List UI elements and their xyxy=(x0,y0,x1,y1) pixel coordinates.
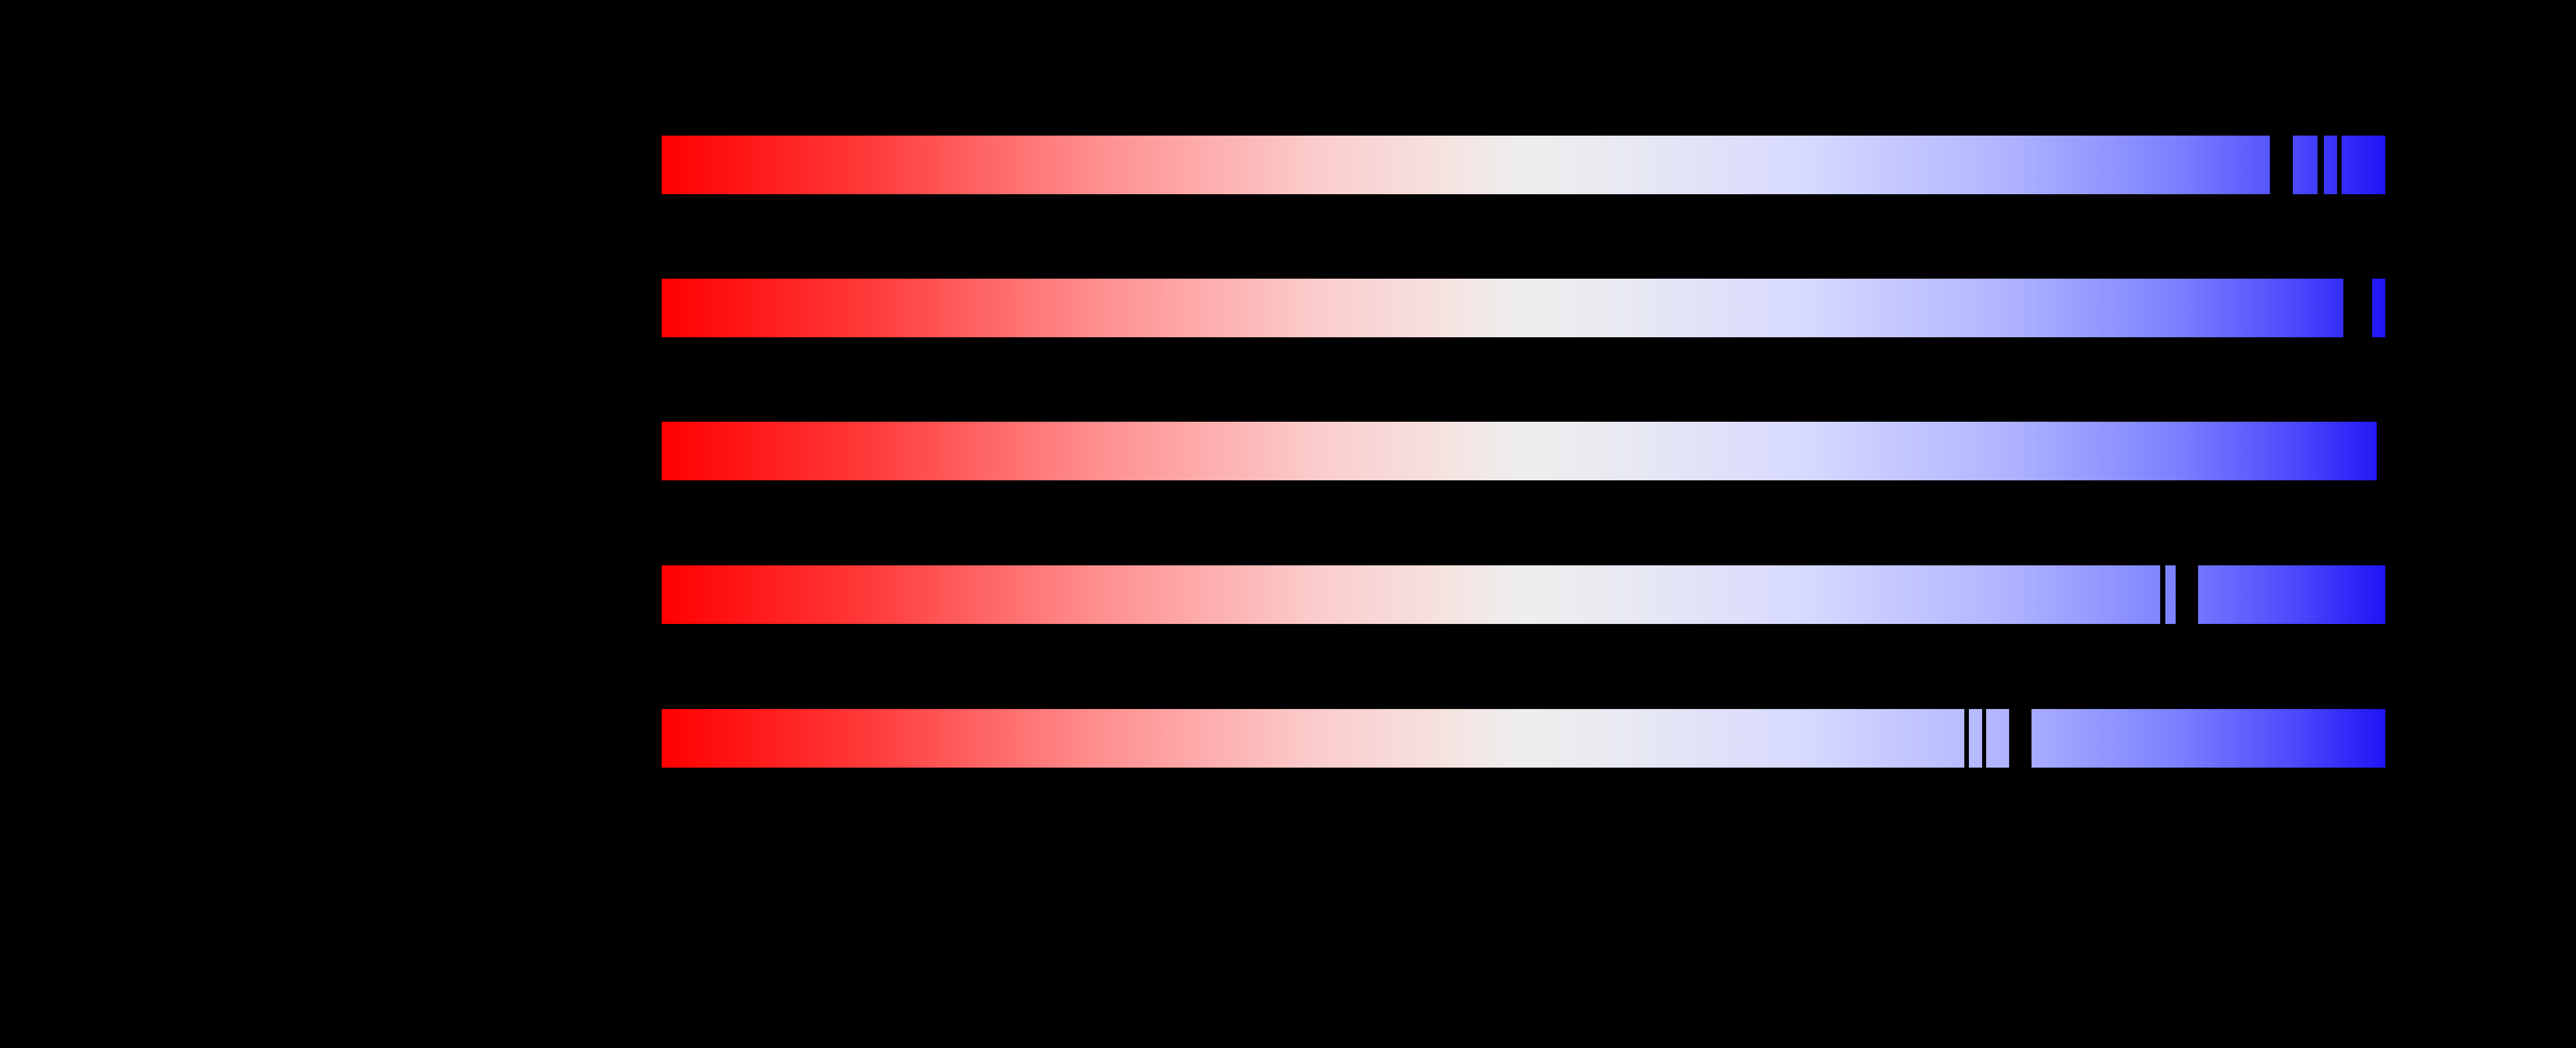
gradient-bar-2 xyxy=(0,279,2576,337)
bar-1-segment-4 xyxy=(2342,136,2385,194)
bar-4-segment-3 xyxy=(2198,565,2385,624)
bar-5-segment-2 xyxy=(1969,709,1982,768)
bar-3-segment-1 xyxy=(662,422,2377,480)
bar-5-segment-3 xyxy=(1986,709,2009,768)
gradient-bar-3 xyxy=(0,422,2576,480)
gradient-bar-4 xyxy=(0,565,2576,624)
gradient-bar-5 xyxy=(0,709,2576,768)
bar-5-segment-4 xyxy=(2032,709,2385,768)
bar-2-segment-1 xyxy=(662,279,2343,337)
bar-4-segment-2 xyxy=(2165,565,2176,624)
bar-4-segment-1 xyxy=(662,565,2160,624)
bar-1-segment-1 xyxy=(662,136,2270,194)
bar-2-segment-2 xyxy=(2372,279,2385,337)
bar-5-segment-1 xyxy=(662,709,1964,768)
gradient-bar-1 xyxy=(0,136,2576,194)
bar-1-segment-3 xyxy=(2324,136,2337,194)
bar-1-segment-2 xyxy=(2293,136,2318,194)
